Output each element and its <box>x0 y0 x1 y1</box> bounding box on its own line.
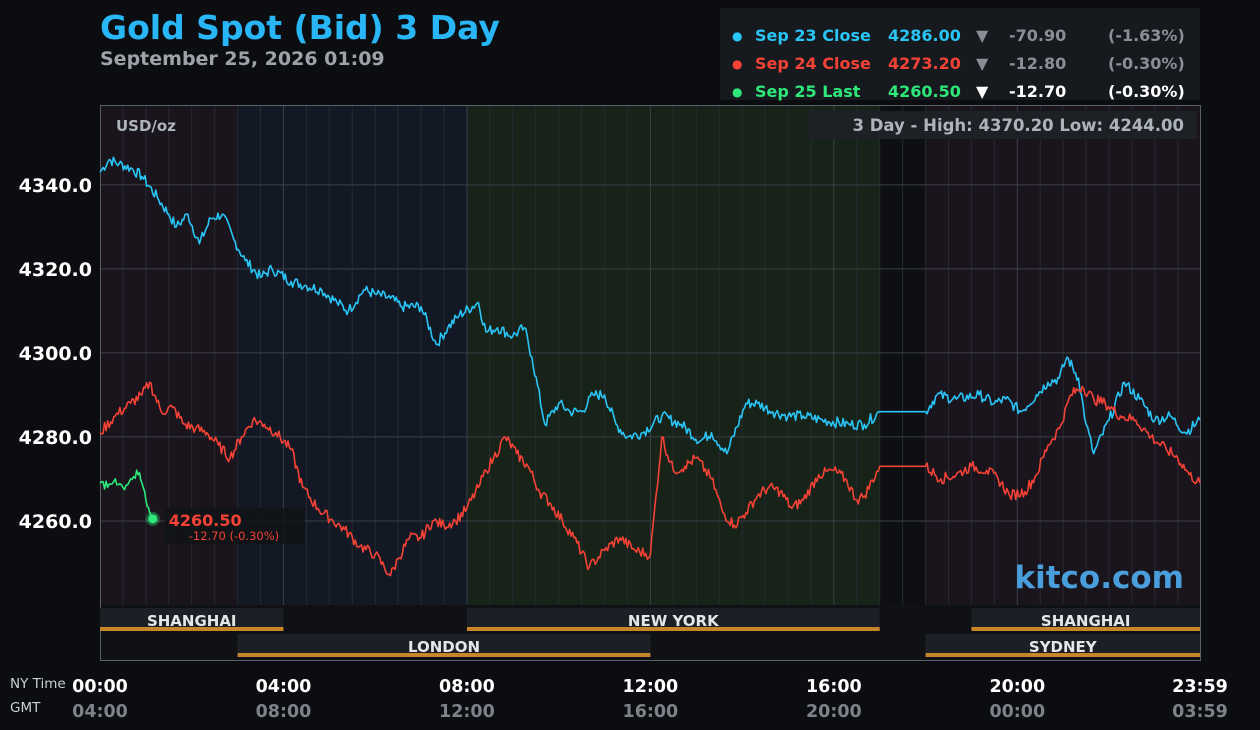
current-price-callout: 4260.50 <box>169 511 242 530</box>
x-tick-label-gmt: 04:00 <box>72 702 128 722</box>
session-bar-bg <box>466 608 880 628</box>
legend-pct: (-1.63%) <box>1108 26 1185 45</box>
legend-change: -70.90 <box>1009 26 1067 45</box>
x-tick-label-gmt: 12:00 <box>439 702 495 722</box>
current-price-dot <box>148 514 158 524</box>
session-bar-underline <box>925 653 1200 657</box>
session-bar-underline <box>466 627 880 631</box>
unit-label: USD/oz <box>116 117 176 135</box>
range-label-bg <box>807 111 1197 139</box>
down-arrow-icon: ▼ <box>976 82 989 101</box>
session-label: LONDON <box>408 638 480 656</box>
legend-change: -12.70 <box>1009 82 1067 101</box>
session-label: SHANGHAI <box>147 612 237 630</box>
x-tick-label-ny: 08:00 <box>439 677 495 697</box>
sep25-dot-icon: ● <box>732 85 743 99</box>
x-tick-label-ny: 04:00 <box>256 677 312 697</box>
gmt-row-label: GMT <box>10 700 41 716</box>
current-change-callout: -12.70 (-0.30%) <box>189 529 279 543</box>
session-label: SYDNEY <box>1029 638 1098 656</box>
range-label: 3 Day - High: 4370.20 Low: 4244.00 <box>853 116 1185 135</box>
kitco-watermark: kitco.com <box>1015 560 1185 596</box>
x-tick-label-ny: 00:00 <box>72 677 128 697</box>
legend-price: 4273.20 <box>888 54 961 73</box>
series-line-2 <box>99 381 1201 577</box>
legend-label: Sep 25 Last <box>755 82 861 101</box>
current-price-callout-bg <box>164 507 305 544</box>
session-bar-bg <box>237 634 651 654</box>
ny-time-row-label: NY Time <box>10 676 66 692</box>
y-tick-label: 4320.0 <box>19 259 92 281</box>
series-line-1 <box>99 156 1201 455</box>
session-bar-bg <box>925 634 1200 654</box>
x-tick-label-gmt: 20:00 <box>806 702 862 722</box>
x-tick-label-gmt: 03:59 <box>1172 702 1228 722</box>
plot-border <box>100 105 1201 661</box>
y-tick-label: 4340.0 <box>19 175 92 197</box>
sep24-dot-icon: ● <box>732 57 743 71</box>
series-line-3 <box>99 469 154 520</box>
legend-pct: (-0.30%) <box>1108 82 1185 101</box>
x-tick-label-ny: 23:59 <box>1172 677 1228 697</box>
x-tick-label-gmt: 00:00 <box>989 702 1045 722</box>
legend-change: -12.80 <box>1009 54 1067 73</box>
sep23-dot-icon: ● <box>732 29 743 43</box>
session-bar-bg <box>971 608 1200 628</box>
session-label: SHANGHAI <box>1041 612 1131 630</box>
x-tick-label-gmt: 16:00 <box>623 702 679 722</box>
legend-row-sep25: ● Sep 25 Last 4260.50 ▼ -12.70 (-0.30%) <box>720 78 1200 106</box>
y-tick-label: 4260.0 <box>19 511 92 533</box>
session-bar-underline <box>971 627 1200 631</box>
x-tick-label-ny: 20:00 <box>989 677 1045 697</box>
down-arrow-icon: ▼ <box>976 54 989 73</box>
legend-price: 4286.00 <box>888 26 961 45</box>
down-arrow-icon: ▼ <box>976 26 989 45</box>
x-tick-label-ny: 12:00 <box>623 677 679 697</box>
legend-row-sep23: ● Sep 23 Close 4286.00 ▼ -70.90 (-1.63%) <box>720 22 1200 50</box>
legend-pct: (-0.30%) <box>1108 54 1185 73</box>
session-bar-underline <box>100 627 284 631</box>
y-tick-label: 4280.0 <box>19 427 92 449</box>
legend-price: 4260.50 <box>888 82 961 101</box>
chart-title: Gold Spot (Bid) 3 Day <box>100 8 500 47</box>
legend-label: Sep 23 Close <box>755 26 871 45</box>
session-bar-bg <box>100 608 284 628</box>
x-tick-label-gmt: 08:00 <box>256 702 312 722</box>
chart-timestamp: September 25, 2026 01:09 <box>100 48 385 70</box>
session-label: NEW YORK <box>628 612 720 630</box>
session-bar-underline <box>237 653 651 657</box>
x-tick-label-ny: 16:00 <box>806 677 862 697</box>
legend-row-sep24: ● Sep 24 Close 4273.20 ▼ -12.80 (-0.30%) <box>720 50 1200 78</box>
legend-label: Sep 24 Close <box>755 54 871 73</box>
legend-panel: ● Sep 23 Close 4286.00 ▼ -70.90 (-1.63%)… <box>720 8 1200 101</box>
y-tick-label: 4300.0 <box>19 343 92 365</box>
